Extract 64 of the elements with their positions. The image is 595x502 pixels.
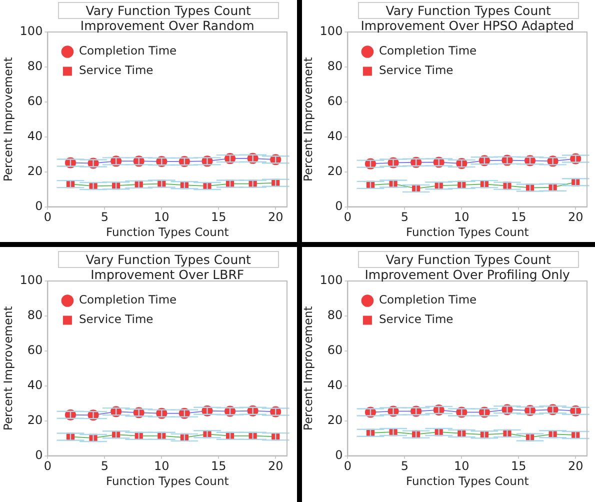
x-tick-label: 5	[100, 210, 108, 224]
x-tick-label: 10	[154, 459, 170, 474]
x-tick-label: 20	[568, 459, 584, 474]
legend-label: Service Time	[78, 63, 154, 78]
y-axis-title: Percent Improvement	[0, 306, 15, 431]
y-tick-label: 100	[320, 24, 343, 38]
chart-title: Vary Function Types Count	[58, 251, 279, 268]
y-tick-label: 60	[327, 94, 343, 108]
chart-subtitle: Improvement Over Random	[79, 18, 256, 33]
y-tick-label: 40	[27, 129, 43, 144]
y-tick-label: 60	[327, 343, 343, 358]
x-tick-label: 5	[100, 459, 108, 474]
y-tick-label: 60	[27, 343, 43, 358]
x-tick-label: 15	[510, 459, 526, 474]
y-tick-label: 20	[27, 164, 43, 178]
x-tick-label: 10	[454, 459, 470, 474]
x-axis-title: Function Types Count	[406, 474, 530, 488]
y-tick-label: 60	[27, 94, 43, 108]
y-tick-label: 80	[27, 308, 43, 322]
y-tick-label: 20	[327, 412, 343, 427]
legend-label: Service Time	[378, 63, 454, 78]
legend-label: Completion Time	[78, 44, 177, 58]
y-tick-label: 0	[35, 448, 43, 462]
y-tick-label: 80	[27, 59, 43, 74]
y-tick-label: 0	[35, 198, 43, 213]
legend-label: Completion Time	[378, 292, 477, 307]
x-tick-label: 15	[210, 210, 226, 224]
chart-subtitle: Improvement Over Profiling Only	[364, 267, 571, 282]
x-axis-title: Function Types Count	[406, 225, 530, 240]
y-tick-label: 100	[20, 24, 43, 38]
y-axis-title: Percent Improvement	[0, 56, 15, 182]
legend-label: Service Time	[78, 312, 154, 326]
x-tick-label: 5	[400, 459, 408, 474]
x-axis-title: Function Types Count	[106, 474, 230, 488]
y-tick-label: 40	[327, 378, 343, 392]
y-axis-title: Percent Improvement	[300, 56, 315, 182]
chart-subtitle: Improvement Over HPSO Adapted	[360, 18, 575, 33]
y-tick-label: 0	[335, 448, 343, 462]
x-tick-label: 15	[510, 210, 526, 224]
y-tick-label: 0	[335, 198, 343, 213]
y-tick-label: 80	[327, 59, 343, 74]
x-axis-title: Function Types Count	[106, 225, 230, 240]
legend-label: Completion Time	[378, 44, 477, 58]
y-axis-title: Percent Improvement	[300, 306, 315, 431]
legend-label: Completion Time	[78, 292, 177, 307]
y-tick-label: 20	[27, 412, 43, 427]
chart-title: Vary Function Types Count	[58, 2, 279, 19]
legend-label: Service Time	[378, 312, 454, 326]
y-tick-label: 100	[20, 273, 43, 288]
x-tick-label: 10	[454, 210, 470, 224]
y-tick-label: 40	[27, 378, 43, 392]
x-tick-label: 5	[400, 210, 408, 224]
y-tick-label: 80	[327, 308, 343, 322]
x-tick-label: 20	[268, 210, 284, 224]
x-tick-label: 20	[268, 459, 284, 474]
chart-title: Vary Function Types Count	[358, 251, 579, 268]
x-tick-label: 15	[210, 459, 226, 474]
chart-title: Vary Function Types Count	[358, 2, 579, 19]
y-tick-label: 100	[320, 273, 343, 288]
y-tick-label: 40	[327, 129, 343, 144]
chart-subtitle: Improvement Over LBRF	[90, 267, 246, 282]
x-tick-label: 10	[154, 210, 170, 224]
x-tick-label: 20	[568, 210, 584, 224]
y-tick-label: 20	[327, 164, 343, 178]
